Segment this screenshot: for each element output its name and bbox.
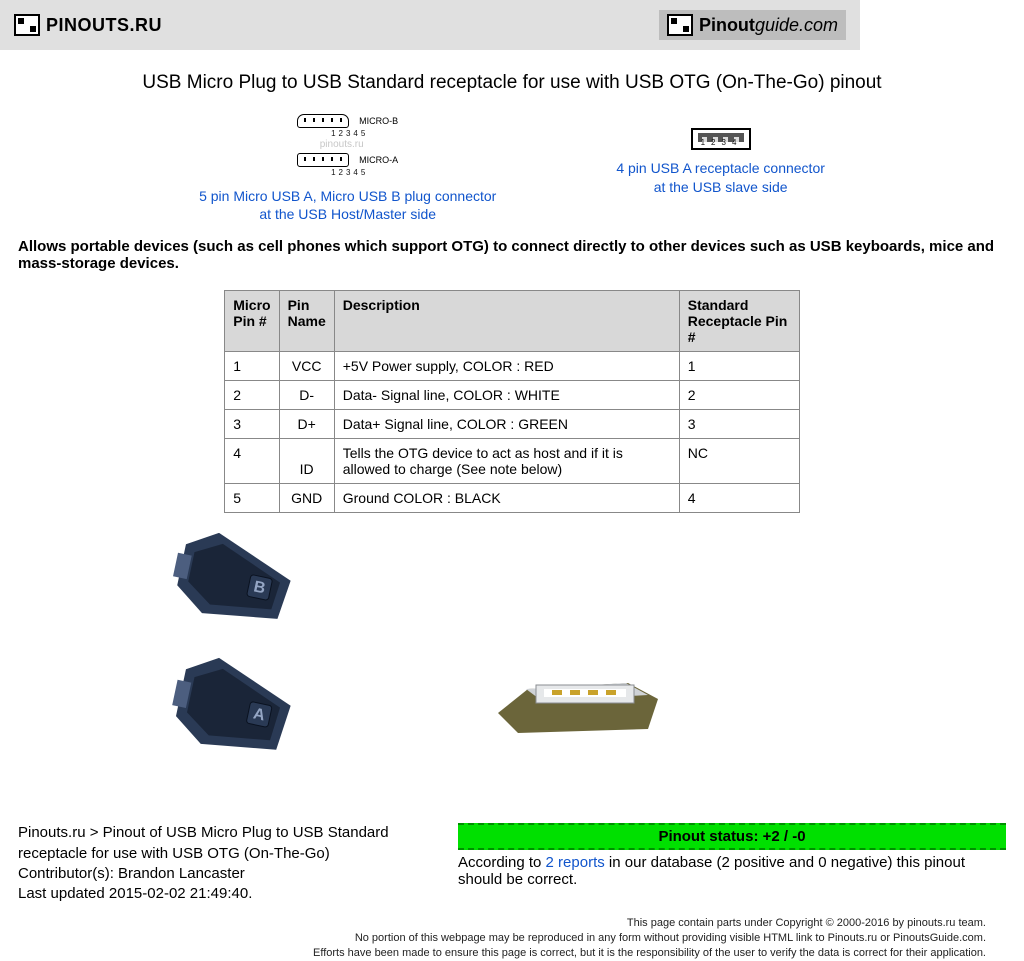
- table-cell: Ground COLOR : BLACK: [334, 484, 679, 513]
- table-cell: VCC: [279, 352, 334, 381]
- logo-pinouts-ru[interactable]: PINOUTS.RU: [14, 14, 162, 36]
- table-row: 2D-Data- Signal line, COLOR : WHITE2: [225, 381, 799, 410]
- table-header-row: Micro Pin # Pin Name Description Standar…: [225, 291, 799, 352]
- table-cell: 4: [225, 439, 279, 484]
- logo-pinoutguide[interactable]: Pinoutguide.com: [659, 10, 846, 40]
- copyright-line: Efforts have been made to ensure this pa…: [18, 946, 986, 961]
- col-header: Pin Name: [279, 291, 334, 352]
- table-cell: Data+ Signal line, COLOR : GREEN: [334, 410, 679, 439]
- footer-meta: Pinouts.ru > Pinout of USB Micro Plug to…: [18, 823, 398, 904]
- logo-text: Pinoutguide.com: [699, 15, 838, 36]
- col-header: Micro Pin #: [225, 291, 279, 352]
- connector-photos-row: B A: [18, 533, 1006, 793]
- table-cell: 1: [225, 352, 279, 381]
- page-title: USB Micro Plug to USB Standard receptacl…: [18, 72, 1006, 94]
- connector-micro-usb: MICRO-B 12345 pinouts.ru MICRO-A 12345 5…: [199, 112, 496, 224]
- breadcrumb: Pinouts.ru > Pinout of USB Micro Plug to…: [18, 823, 398, 864]
- usb-a-connector-link[interactable]: 4 pin USB A receptacle connector at the …: [616, 159, 825, 197]
- usb-a-shell-icon: 1234: [691, 128, 751, 150]
- table-cell: NC: [679, 439, 799, 484]
- col-header: Description: [334, 291, 679, 352]
- micro-a-diagram: MICRO-A 12345: [297, 150, 398, 176]
- intro-paragraph: Allows portable devices (such as cell ph…: [18, 238, 1006, 272]
- table-cell: GND: [279, 484, 334, 513]
- table-cell: 2: [679, 381, 799, 410]
- table-cell: Data- Signal line, COLOR : WHITE: [334, 381, 679, 410]
- status-description: According to 2 reports in our database (…: [458, 854, 1006, 888]
- table-cell: 2: [225, 381, 279, 410]
- micro-a-shell-icon: [297, 153, 349, 167]
- logo-icon: [667, 14, 693, 36]
- table-row: 4IDTells the OTG device to act as host a…: [225, 439, 799, 484]
- copyright-line: This page contain parts under Copyright …: [18, 916, 986, 931]
- table-cell: 3: [225, 410, 279, 439]
- connector-diagrams-row: MICRO-B 12345 pinouts.ru MICRO-A 12345 5…: [18, 112, 1006, 224]
- page-header: PINOUTS.RU Pinoutguide.com: [0, 0, 860, 50]
- contributor-line: Contributor(s): Brandon Lancaster: [18, 864, 398, 884]
- micro-b-diagram: MICRO-B 12345: [297, 112, 398, 138]
- reports-link[interactable]: 2 reports: [546, 854, 605, 871]
- copyright-line: No portion of this webpage may be reprod…: [18, 931, 986, 946]
- pinout-table: Micro Pin # Pin Name Description Standar…: [224, 290, 799, 513]
- table-cell: D-: [279, 381, 334, 410]
- usb-a-receptacle-photo: [498, 653, 668, 733]
- table-cell: Tells the OTG device to act as host and …: [334, 439, 679, 484]
- main-content: USB Micro Plug to USB Standard receptacl…: [0, 50, 1024, 961]
- usb-a-diagram: 1234: [691, 128, 751, 153]
- pinout-status-box: Pinout status: +2 / -0 According to 2 re…: [458, 823, 1006, 888]
- table-cell: 5: [225, 484, 279, 513]
- table-cell: 3: [679, 410, 799, 439]
- micro-b-shell-icon: [297, 114, 349, 128]
- micro-usb-connector-link[interactable]: 5 pin Micro USB A, Micro USB B plug conn…: [199, 187, 496, 225]
- copyright-block: This page contain parts under Copyright …: [18, 916, 1006, 961]
- footer-row: Pinouts.ru > Pinout of USB Micro Plug to…: [18, 823, 1006, 904]
- status-badge: Pinout status: +2 / -0: [458, 823, 1006, 850]
- table-row: 3D+Data+ Signal line, COLOR : GREEN3: [225, 410, 799, 439]
- table-cell: 4: [679, 484, 799, 513]
- table-cell: D+: [279, 410, 334, 439]
- table-cell: ID: [279, 439, 334, 484]
- micro-usb-photo: B A: [168, 533, 298, 793]
- connector-usb-a: 1234 4 pin USB A receptacle connector at…: [616, 112, 825, 224]
- table-row: 5GND Ground COLOR : BLACK4: [225, 484, 799, 513]
- logo-text: PINOUTS.RU: [46, 15, 162, 36]
- last-updated: Last updated 2015-02-02 21:49:40.: [18, 884, 398, 904]
- logo-icon: [14, 14, 40, 36]
- col-header: Standard Receptacle Pin #: [679, 291, 799, 352]
- table-cell: +5V Power supply, COLOR : RED: [334, 352, 679, 381]
- table-cell: 1: [679, 352, 799, 381]
- table-row: 1VCC+5V Power supply, COLOR : RED1: [225, 352, 799, 381]
